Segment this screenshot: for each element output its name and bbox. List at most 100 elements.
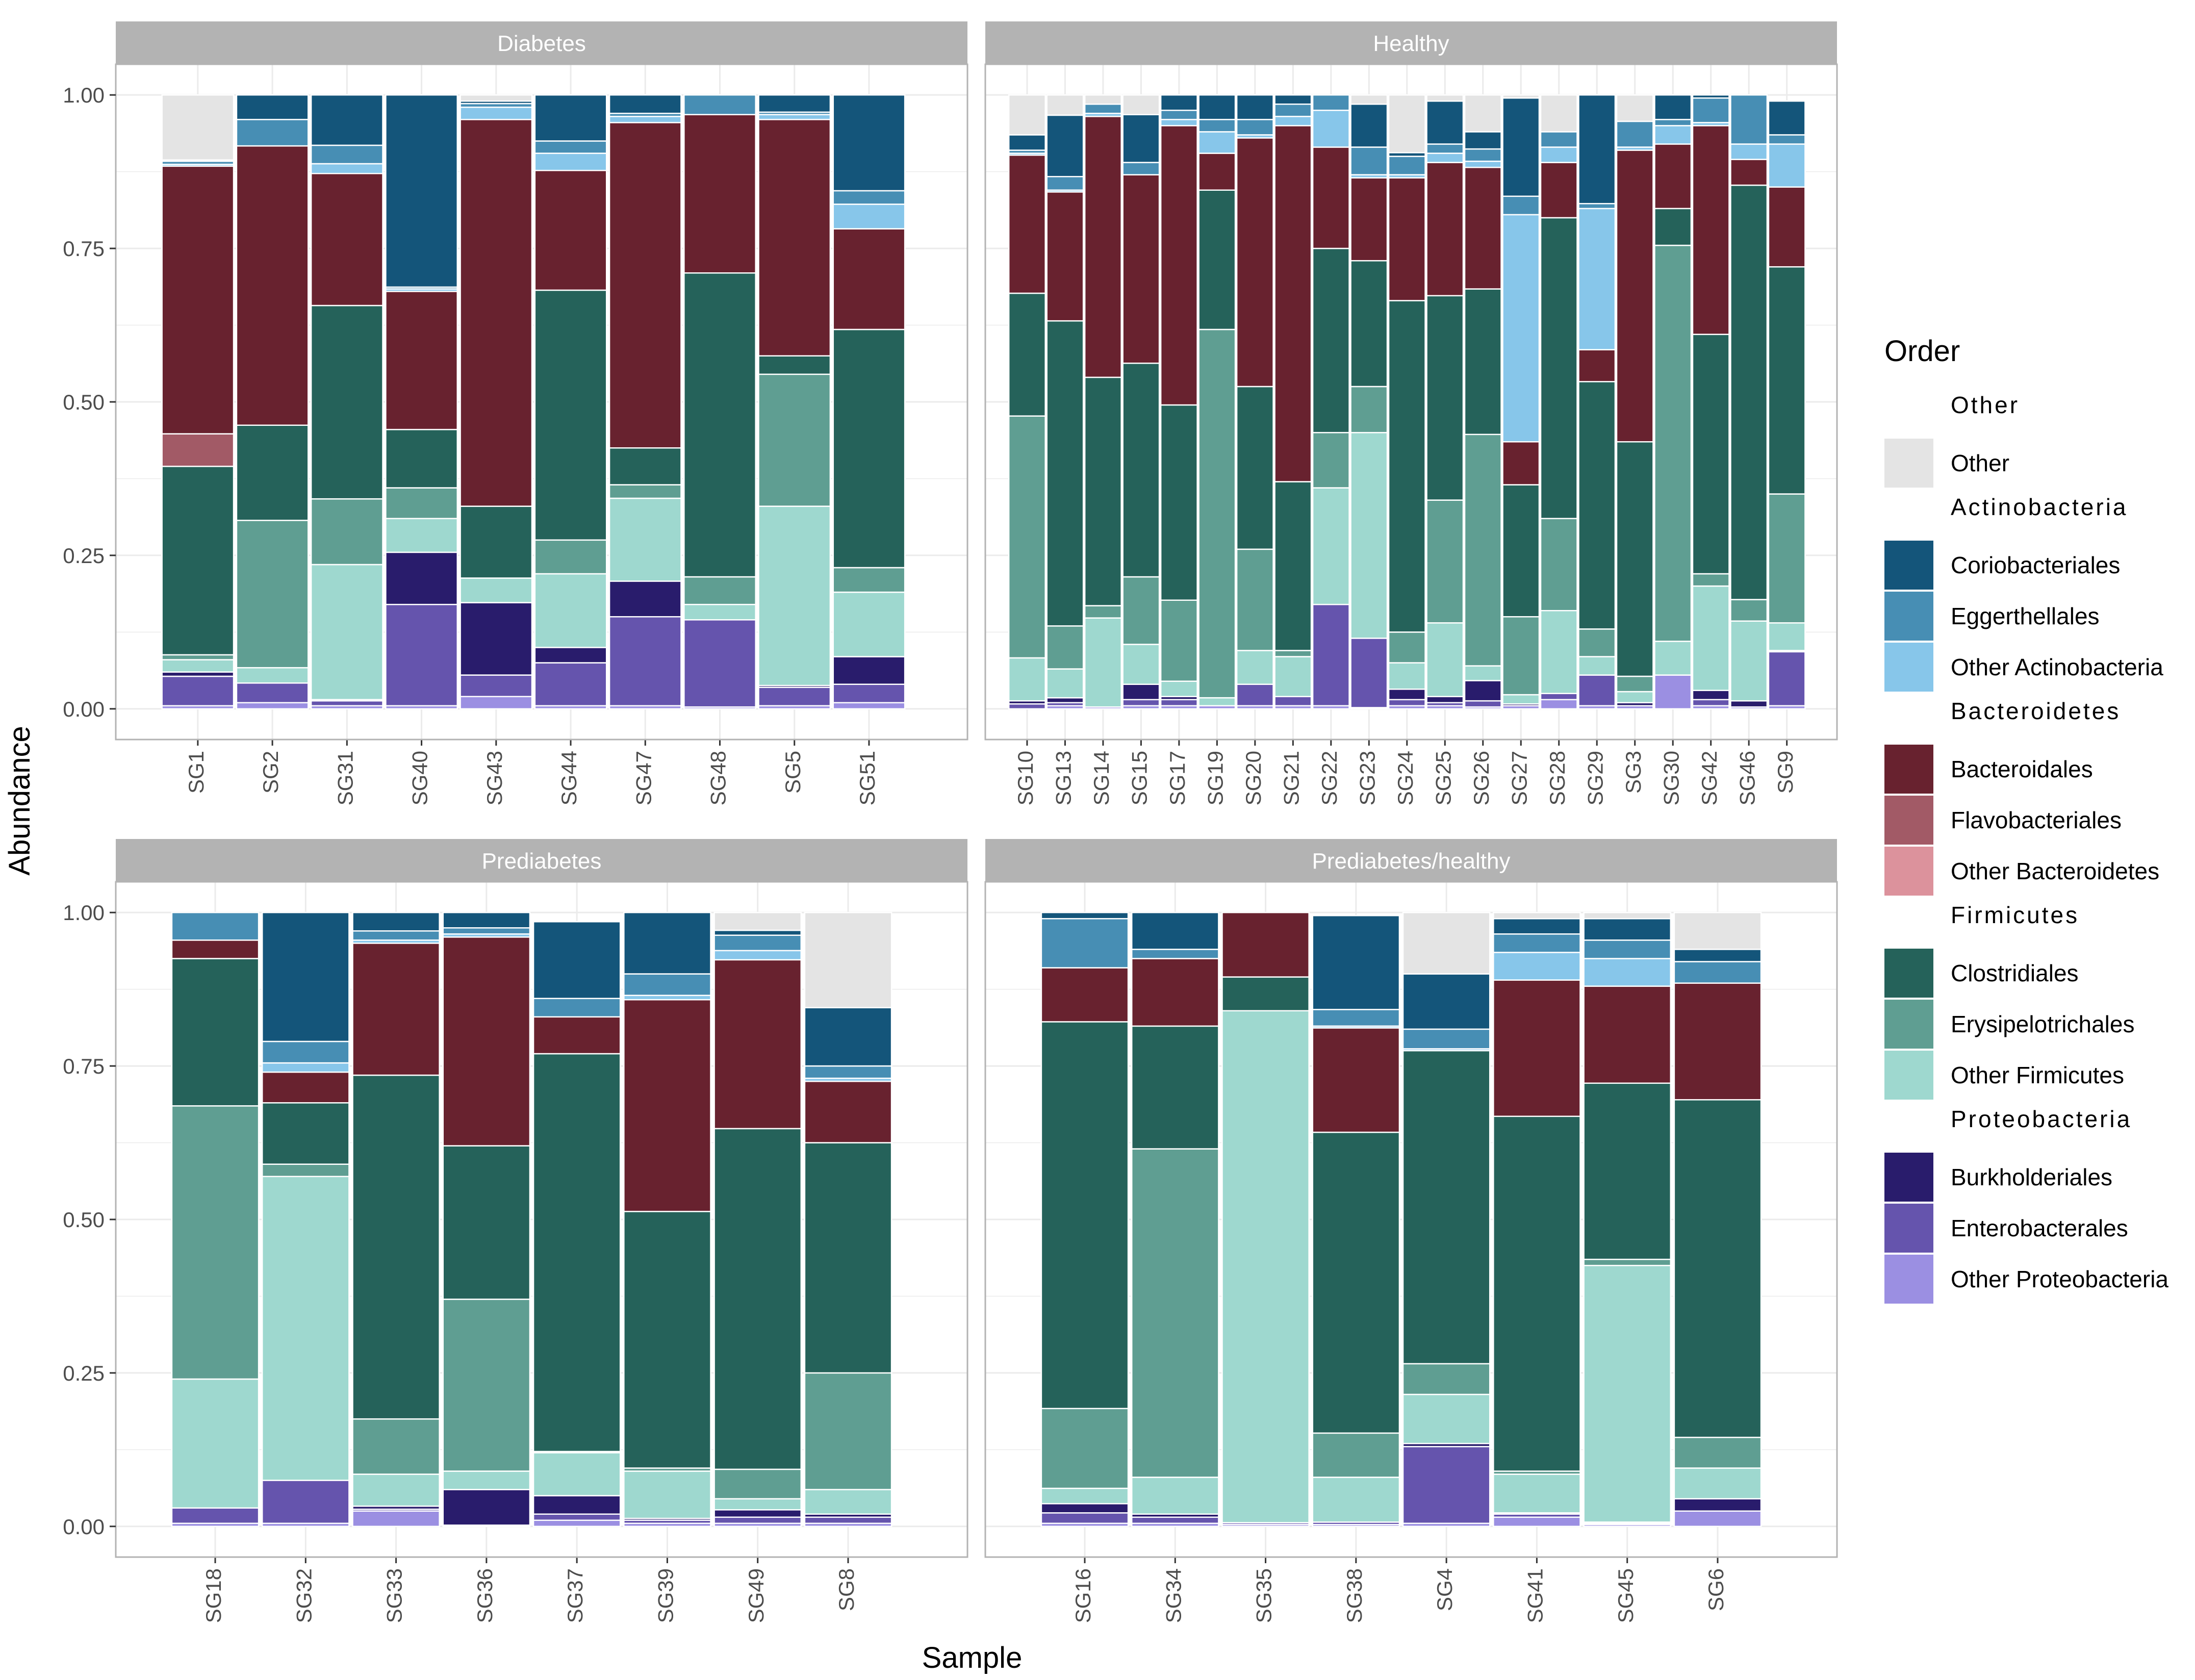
bar-segment-other	[1402, 911, 1491, 975]
bar-segment-burkholderiales	[1426, 696, 1464, 704]
bar-segment-other-firmicutes	[532, 1452, 621, 1496]
bar-segment-eggerthellales	[532, 998, 621, 1018]
bar-sg5	[758, 94, 831, 710]
bar-segment-other-actinobacteria	[758, 114, 831, 120]
bar-segment-enterobacterales	[1402, 1446, 1491, 1524]
bar-segment-other-actinobacteria	[1464, 160, 1502, 168]
bar-segment-other	[1493, 911, 1581, 920]
bar-segment-erysipelotrichales	[1198, 328, 1236, 699]
bar-segment-bacteroidales	[1730, 159, 1768, 186]
x-tick-label: SG49	[744, 1568, 768, 1623]
bar-segment-other-actinobacteria	[1578, 208, 1616, 350]
x-tick-label: SG3	[1621, 751, 1645, 794]
bar-segment-eggerthellales	[1730, 94, 1768, 145]
bar-sg31	[310, 94, 384, 710]
bar-segment-clostridiales	[1274, 481, 1312, 651]
bar-segment-bacteroidales	[713, 959, 802, 1130]
bar-segment-burkholderiales	[1730, 700, 1768, 708]
bar-segment-clostridiales	[1350, 260, 1388, 388]
bar-segment-bacteroidales	[1540, 162, 1578, 219]
bar-segment-clostridiales	[261, 1102, 350, 1165]
bar-segment-coriobacteriales	[1426, 100, 1464, 145]
legend-swatch-other	[1884, 439, 1933, 488]
x-tick-label: SG51	[855, 751, 879, 805]
bar-segment-erysipelotrichales	[534, 539, 607, 575]
bar-sg49	[713, 911, 802, 1528]
bar-segment-erysipelotrichales	[236, 520, 309, 669]
bar-segment-eggerthellales	[352, 930, 440, 941]
bar-segment-other	[1388, 94, 1426, 154]
bar-sg14	[1084, 94, 1122, 710]
bar-segment-clostridiales	[1578, 381, 1616, 630]
legend-label-other-proteobacteria: Other Proteobacteria	[1951, 1266, 2168, 1292]
bar-segment-enterobacterales	[1274, 696, 1312, 707]
bar-segment-clostridiales	[804, 1142, 892, 1374]
bar-segment-clostridiales	[623, 1211, 711, 1469]
legend-label-other-firmicutes: Other Firmicutes	[1951, 1062, 2124, 1088]
y-tick-label: 0.75	[63, 237, 105, 261]
bar-segment-other-firmicutes	[1730, 620, 1768, 702]
panel-strip	[116, 839, 967, 882]
bar-sg26	[1464, 94, 1502, 710]
y-axis-title: Abundance	[3, 726, 36, 875]
bar-segment-other-actinobacteria	[1583, 958, 1672, 987]
bar-segment-coriobacteriales	[832, 94, 906, 192]
x-tick-label: SG15	[1127, 751, 1151, 805]
bar-segment-burkholderiales	[1046, 697, 1084, 704]
bar-segment-other-proteobacteria	[532, 1519, 621, 1528]
bar-segment-eggerthellales	[1493, 933, 1581, 953]
legend-label-other: Other	[1951, 450, 2009, 476]
x-tick-label: SG43	[482, 751, 506, 805]
bar-segment-other-proteobacteria	[460, 696, 533, 710]
bar-segment-other-actinobacteria	[1768, 143, 1806, 188]
x-tick-label: SG37	[563, 1568, 587, 1623]
x-tick-label: SG24	[1393, 751, 1417, 805]
bar-segment-other-firmicutes	[1312, 1477, 1400, 1523]
bar-segment-eggerthellales	[1768, 134, 1806, 145]
bar-segment-other-firmicutes	[608, 497, 682, 582]
bar-segment-other-firmicutes	[1616, 691, 1654, 704]
legend-label-erysipelotrichales: Erysipelotrichales	[1951, 1011, 2134, 1037]
legend-group-heading: Proteobacteria	[1951, 1106, 2132, 1132]
bar-segment-other-actinobacteria	[1198, 131, 1236, 154]
bar-segment-clostridiales	[442, 1145, 531, 1300]
bar-segment-clostridiales	[352, 1074, 440, 1420]
bar-sg23	[1350, 94, 1388, 710]
panel-diabetes: SG1 SG2 SG31 SG40 SG43 SG44 SG47 SG48 SG5 SG51 Dia…	[63, 21, 968, 805]
bar-segment-erysipelotrichales	[1540, 518, 1578, 612]
bar-segment-bacteroidales	[1274, 125, 1312, 482]
bar-segment-other-proteobacteria	[1493, 1516, 1581, 1528]
bar-segment-eggerthellales	[1502, 195, 1540, 216]
bar-segment-clostridiales	[1583, 1082, 1672, 1260]
bar-segment-erysipelotrichales	[1388, 631, 1426, 664]
bar-segment-erysipelotrichales	[1730, 599, 1768, 622]
legend-label-enterobacterales: Enterobacterales	[1951, 1215, 2128, 1241]
bar-segment-erysipelotrichales	[442, 1299, 531, 1472]
bar-segment-coriobacteriales	[1502, 97, 1540, 197]
x-tick-label: SG23	[1355, 751, 1379, 805]
bar-segment-bacteroidales	[1502, 441, 1540, 486]
bar-segment-burkholderiales	[532, 1495, 621, 1515]
bar-segment-enterobacterales	[1008, 703, 1046, 710]
bar-segment-burkholderiales	[608, 580, 682, 618]
bar-segment-enterobacterales	[532, 1513, 621, 1521]
legend-group-actinobacteria: Actinobacteria Coriobacteriales Eggerthell…	[1884, 494, 2163, 692]
bar-sg45	[1583, 911, 1672, 1528]
x-tick-label: SG21	[1279, 751, 1303, 805]
bar-segment-bacteroidales	[1388, 177, 1426, 301]
legend-group-proteobacteria: Proteobacteria Burkholderiales Enterobacte…	[1884, 1106, 2168, 1304]
bar-segment-eggerthellales	[1616, 120, 1654, 148]
bar-sg19	[1198, 94, 1236, 710]
bar-segment-erysipelotrichales	[713, 1468, 802, 1499]
bar-segment-clostridiales	[1464, 288, 1502, 436]
bar-segment-other-firmicutes	[1160, 680, 1198, 697]
bar-segment-other-firmicutes	[1236, 650, 1274, 685]
bar-sg51	[832, 94, 906, 710]
bar-segment-enterobacterales	[460, 674, 533, 697]
bar-segment-coriobacteriales	[1046, 114, 1084, 177]
bar-segment-other-firmicutes	[310, 564, 384, 701]
bar-segment-clostridiales	[1312, 247, 1350, 434]
bar-segment-clostridiales	[1730, 184, 1768, 600]
bar-segment-other-actinobacteria	[1540, 146, 1578, 163]
bar-segment-other	[1540, 94, 1578, 133]
